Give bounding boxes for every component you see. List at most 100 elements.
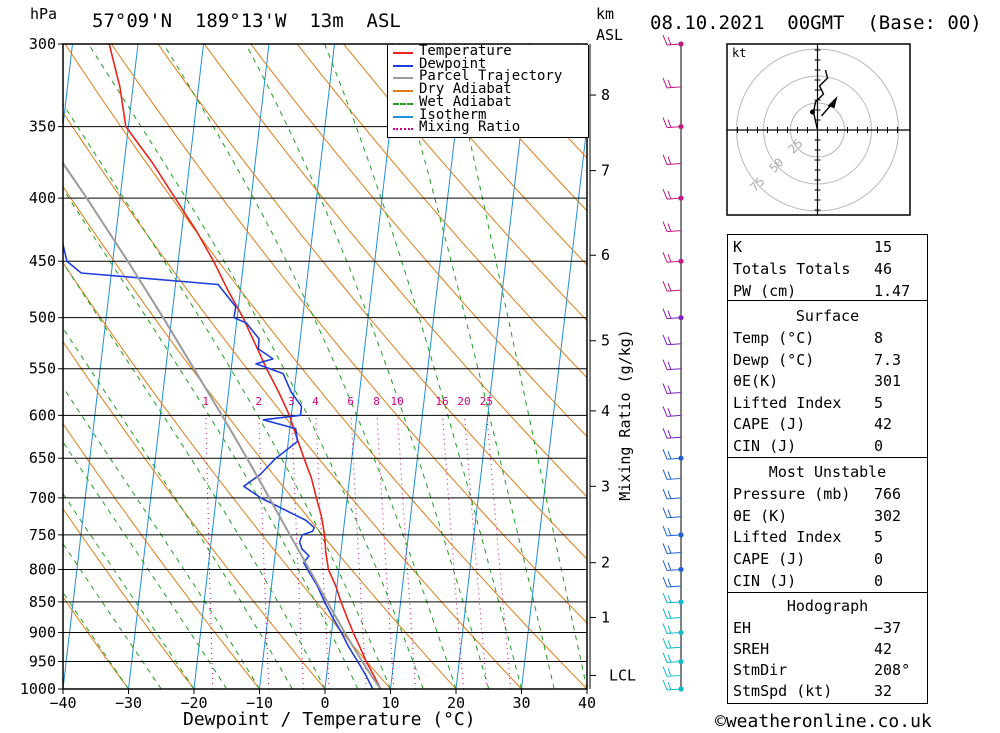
km-tick-label: 8 <box>601 86 610 104</box>
wind-level-dot <box>678 566 684 573</box>
mixing-ratio-label: 16 <box>435 395 448 408</box>
hodo-label: StmDir <box>733 661 788 679</box>
barb-flag <box>662 576 668 588</box>
surface-label: Lifted Index <box>733 394 842 412</box>
index-label: PW (cm) <box>733 282 797 300</box>
x-tick-label: 20 <box>447 694 465 712</box>
mu-label: θE (K) <box>733 507 788 525</box>
legend-entry: Dry Adiabat <box>391 81 587 97</box>
mixing-ratio-label: 1 <box>202 395 209 408</box>
legend-swatch <box>393 115 413 118</box>
legend: Temperature Dewpoint Parcel Trajectory Dry … <box>387 43 589 138</box>
legend-swatch <box>393 77 413 80</box>
wind-barb <box>662 77 682 89</box>
km-tick-label: LCL <box>609 666 636 684</box>
barb-flag <box>667 79 672 89</box>
barb-flag <box>667 336 672 345</box>
barb-staff <box>666 414 682 417</box>
barb-flag <box>662 507 668 518</box>
wind-barb <box>662 652 682 664</box>
barb-flag <box>667 527 672 537</box>
sounding-series <box>63 44 382 689</box>
hodo-value: 32 <box>874 682 893 700</box>
surface-label: CIN (J) <box>733 437 797 455</box>
barb-staff <box>666 163 682 166</box>
barb-staff <box>666 585 682 588</box>
barb-flag <box>667 668 672 677</box>
wind-level-dot <box>678 258 684 264</box>
wind-barb <box>662 507 682 519</box>
surface-value: 42 <box>874 415 893 433</box>
barb-flag <box>662 449 668 460</box>
mixing-ratio-line <box>376 415 395 689</box>
wind-barb <box>662 576 682 588</box>
km-axis: 8 7 6 5 4 3 2 1 LCL <box>589 44 636 689</box>
dry-adiabat-line <box>64 44 587 689</box>
site-link[interactable]: weatheronline.co.uk <box>725 711 932 732</box>
surface-value: 301 <box>874 372 902 390</box>
series-temperature <box>108 44 382 689</box>
wind-barb <box>662 359 682 371</box>
pressure-tick-label: 450 <box>29 252 56 270</box>
legend-label: Wet Adiabat <box>419 93 512 110</box>
dry-adiabat-line <box>63 507 195 689</box>
plot-frame <box>62 43 588 690</box>
hodo-value: −37 <box>874 619 902 637</box>
dry-adiabat-line <box>63 185 457 689</box>
mixing-ratio-line <box>205 415 214 689</box>
barb-flag <box>667 156 672 165</box>
barb-staff <box>666 289 682 292</box>
isotherm-line <box>521 121 587 689</box>
mixing-ratio-label: 6 <box>347 395 354 408</box>
hodograph-unit-label: kt <box>732 46 746 60</box>
pressure-tick-label: 850 <box>29 593 56 611</box>
index-label: K <box>733 238 743 256</box>
dry-adiabat-line <box>63 422 260 689</box>
barb-flag <box>662 638 668 649</box>
barb-staff <box>666 674 682 677</box>
isotherm-line <box>128 44 204 689</box>
index-value: 46 <box>874 260 893 278</box>
surface-box: Surface Temp (°C) 8 Dewp (°C) 7.3 θE(K) … <box>727 300 928 458</box>
mu-value: 0 <box>874 550 884 568</box>
legend-label: Dewpoint <box>419 55 487 72</box>
barb-flag <box>662 383 668 394</box>
wind-level-dot <box>678 599 684 605</box>
wind-level-dot <box>678 123 684 130</box>
wind-barb <box>662 154 682 166</box>
barb-flag <box>662 652 668 663</box>
km-tick-label: 4 <box>601 402 610 420</box>
legend-swatch <box>393 64 413 67</box>
surface-value: 5 <box>874 394 884 412</box>
isotherm-line <box>324 44 401 689</box>
index-value: 15 <box>874 238 893 256</box>
mu-label: CIN (J) <box>733 572 797 590</box>
barb-staff <box>666 368 682 371</box>
mixing-ratio-label: 3 <box>288 395 295 408</box>
most-unstable-box: Most Unstable Pressure (mb) 766 θE (K) 3… <box>727 457 928 593</box>
pressure-tick-label: 900 <box>29 624 56 642</box>
mixing-ratio-label: 10 <box>391 395 404 408</box>
barb-flag <box>667 625 672 634</box>
barb-flag <box>667 681 672 691</box>
km-tick-label: 7 <box>601 162 610 180</box>
barb-flag <box>662 679 668 691</box>
footer-credit[interactable]: ©weatheronline.co.uk <box>715 711 932 732</box>
surface-value: 0 <box>874 437 884 455</box>
wind-profile <box>662 34 684 692</box>
barb-flag <box>667 451 672 460</box>
km-tick-label: 1 <box>601 608 610 626</box>
legend-entry: Parcel Trajectory <box>391 68 587 84</box>
hodograph-indices-box: Hodograph EH −37 SREH 42 StmDir 208° Stm… <box>727 592 928 704</box>
isotherm-line <box>259 44 335 689</box>
barb-flag <box>667 654 672 663</box>
wind-barb <box>662 308 682 320</box>
wind-level-dot <box>678 315 684 321</box>
legend-entry: Dewpoint <box>391 55 587 72</box>
barb-flag <box>667 223 672 232</box>
mixing-ratio-label: 4 <box>312 395 319 408</box>
barb-staff <box>666 601 682 604</box>
barb-staff <box>666 477 682 480</box>
barb-flag <box>662 543 668 554</box>
mu-label: Lifted Index <box>733 528 842 546</box>
